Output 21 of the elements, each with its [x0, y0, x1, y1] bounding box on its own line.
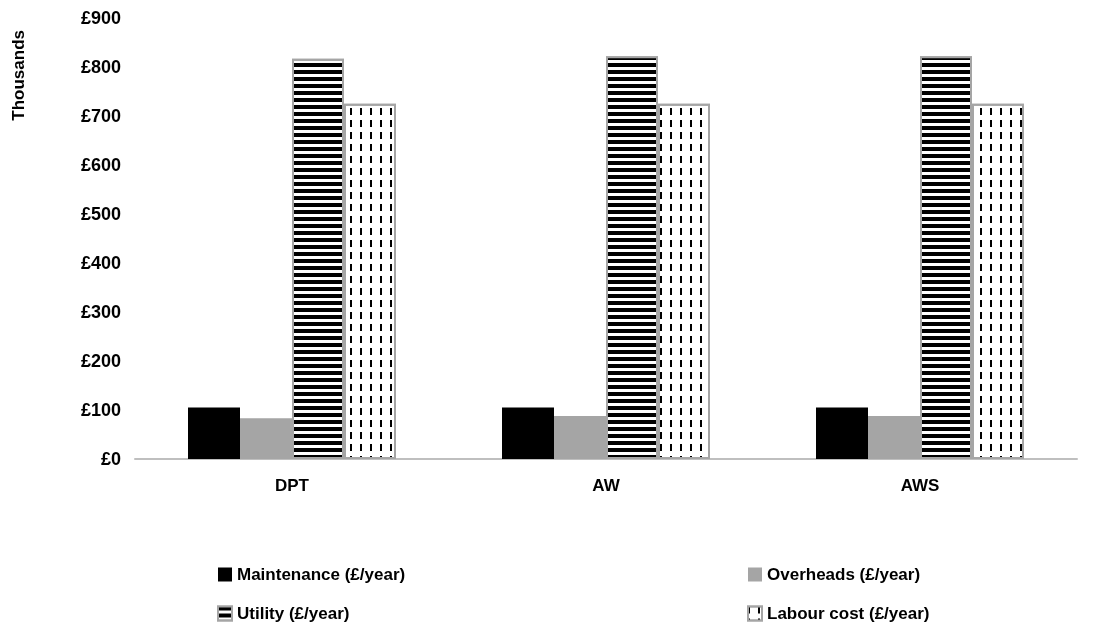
y-tick-label: £900: [80, 8, 121, 28]
y-tick-label: £0: [100, 449, 121, 469]
bar: [188, 407, 240, 459]
y-tick-label: £400: [80, 253, 121, 273]
bar: [816, 407, 868, 459]
y-tick-label: £600: [80, 155, 121, 175]
legend-label: Overheads (£/year): [767, 565, 921, 584]
legend-label: Utility (£/year): [237, 604, 350, 623]
y-tick-label: £100: [80, 400, 121, 420]
x-tick-label: AWS: [900, 476, 940, 495]
y-tick-label: £800: [80, 57, 121, 77]
y-tick-label: £700: [80, 106, 121, 126]
y-tick-label: £300: [80, 302, 121, 322]
legend-label: Labour cost (£/year): [767, 604, 930, 623]
y-axis-title: Thousands: [9, 30, 28, 121]
bar: [502, 407, 554, 459]
legend-label: Maintenance (£/year): [237, 565, 406, 584]
y-tick-label: £200: [80, 351, 121, 371]
x-tick-label: DPT: [275, 476, 310, 495]
y-tick-label: £500: [80, 204, 121, 224]
x-tick-label: AW: [592, 476, 621, 495]
